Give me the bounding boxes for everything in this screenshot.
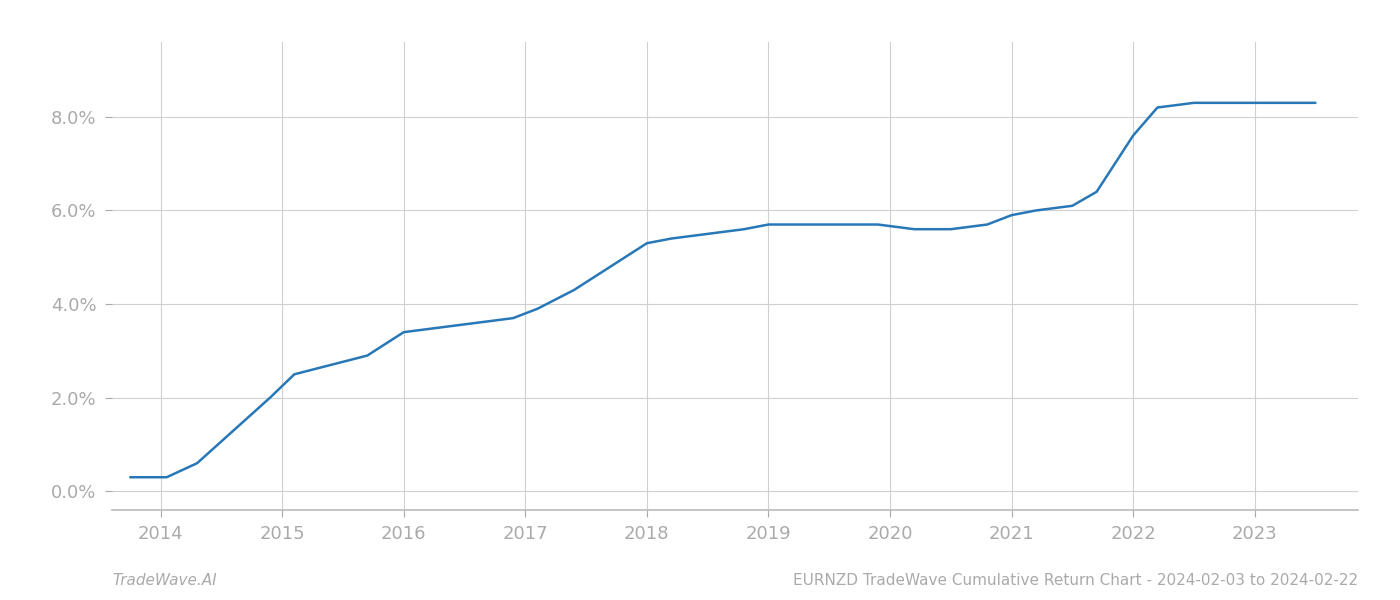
Text: TradeWave.AI: TradeWave.AI (112, 573, 217, 588)
Text: EURNZD TradeWave Cumulative Return Chart - 2024-02-03 to 2024-02-22: EURNZD TradeWave Cumulative Return Chart… (792, 573, 1358, 588)
